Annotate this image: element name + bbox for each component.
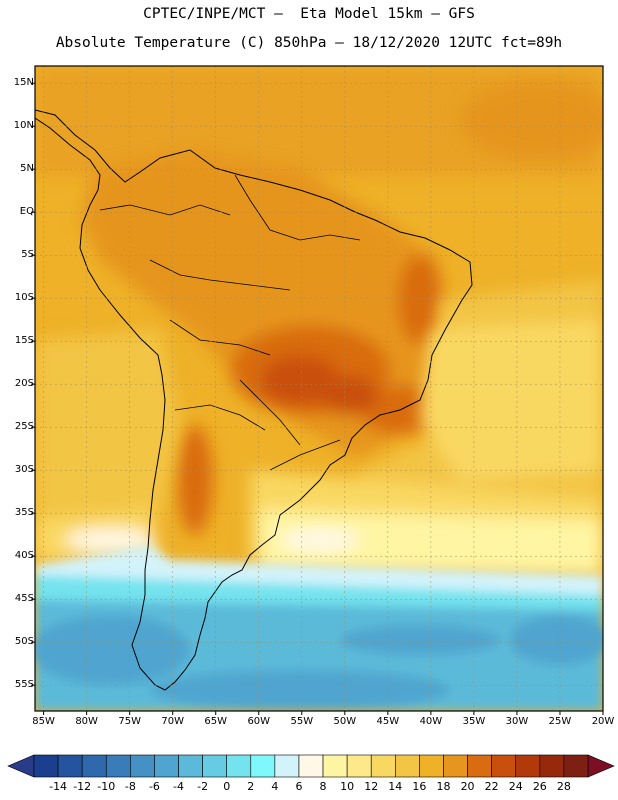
lat-label: 50S	[4, 636, 34, 648]
colorbar-swatch	[275, 755, 299, 777]
lon-label: 85W	[28, 716, 60, 727]
lat-label: 10S	[4, 292, 34, 304]
colorbar-swatch	[130, 755, 154, 777]
colorbar-label: 28	[551, 780, 577, 793]
lat-label: 15N	[4, 77, 34, 89]
colorbar-label: 0	[214, 780, 240, 793]
colorbar-label: -12	[69, 780, 95, 793]
colorbar-label: 12	[358, 780, 384, 793]
lon-label: 30W	[501, 716, 533, 727]
colorbar-swatch	[516, 755, 540, 777]
colorbar-label: 22	[479, 780, 505, 793]
colorbar-swatch	[347, 755, 371, 777]
colorbar-label: 4	[262, 780, 288, 793]
colorbar-arrow-min	[8, 755, 34, 777]
colorbar-swatch	[82, 755, 106, 777]
colorbar-label: 18	[430, 780, 456, 793]
colorbar-swatch	[299, 755, 323, 777]
lon-label: 55W	[286, 716, 318, 727]
colorbar-label: -2	[190, 780, 216, 793]
colorbar-swatch	[154, 755, 178, 777]
colorbar-swatch	[419, 755, 443, 777]
lon-label: 70W	[157, 716, 189, 727]
colorbar-label: 14	[382, 780, 408, 793]
lon-label: 45W	[372, 716, 404, 727]
lat-label: 45S	[4, 593, 34, 605]
colorbar-arrow-max	[588, 755, 614, 777]
colorbar-swatch	[468, 755, 492, 777]
colorbar	[8, 755, 614, 777]
lon-label: 40W	[415, 716, 447, 727]
colorbar-label: 26	[527, 780, 553, 793]
colorbar-label: -8	[117, 780, 143, 793]
colorbar-swatch	[34, 755, 58, 777]
lat-label: 55S	[4, 679, 34, 691]
lat-label: 30S	[4, 464, 34, 476]
colorbar-swatch	[203, 755, 227, 777]
colorbar-label: 6	[286, 780, 312, 793]
lon-label: 65W	[200, 716, 232, 727]
colorbar-label: 20	[455, 780, 481, 793]
colorbar-swatch	[492, 755, 516, 777]
lon-label: 20W	[587, 716, 618, 727]
colorbar-label: 16	[406, 780, 432, 793]
lat-label: 25S	[4, 421, 34, 433]
lon-label: 60W	[243, 716, 275, 727]
colorbar-label: 24	[503, 780, 529, 793]
lon-label: 50W	[329, 716, 361, 727]
lon-label: 75W	[114, 716, 146, 727]
colorbar-label: -4	[166, 780, 192, 793]
colorbar-swatch	[540, 755, 564, 777]
colorbar-label: -14	[45, 780, 71, 793]
colorbar-swatch	[371, 755, 395, 777]
lat-label: 5N	[4, 163, 34, 175]
lon-label: 35W	[458, 716, 490, 727]
colorbar-swatch	[395, 755, 419, 777]
lat-label: 5S	[4, 249, 34, 261]
lon-label: 80W	[71, 716, 103, 727]
lat-label: EQ	[4, 206, 34, 218]
temperature-field	[30, 66, 618, 711]
lon-label: 25W	[544, 716, 576, 727]
colorbar-label: 2	[238, 780, 264, 793]
lat-label: 10N	[4, 120, 34, 132]
colorbar-swatch	[323, 755, 347, 777]
lat-label: 15S	[4, 335, 34, 347]
colorbar-swatch	[106, 755, 130, 777]
colorbar-swatch	[251, 755, 275, 777]
lat-label: 40S	[4, 550, 34, 562]
colorbar-swatch	[443, 755, 467, 777]
temperature-map	[0, 0, 618, 800]
colorbar-label: 10	[334, 780, 360, 793]
colorbar-label: 8	[310, 780, 336, 793]
lat-label: 20S	[4, 378, 34, 390]
lat-label: 35S	[4, 507, 34, 519]
colorbar-label: -6	[141, 780, 167, 793]
colorbar-swatch	[58, 755, 82, 777]
colorbar-swatch	[227, 755, 251, 777]
colorbar-swatch	[564, 755, 588, 777]
colorbar-label: -10	[93, 780, 119, 793]
colorbar-swatch	[179, 755, 203, 777]
